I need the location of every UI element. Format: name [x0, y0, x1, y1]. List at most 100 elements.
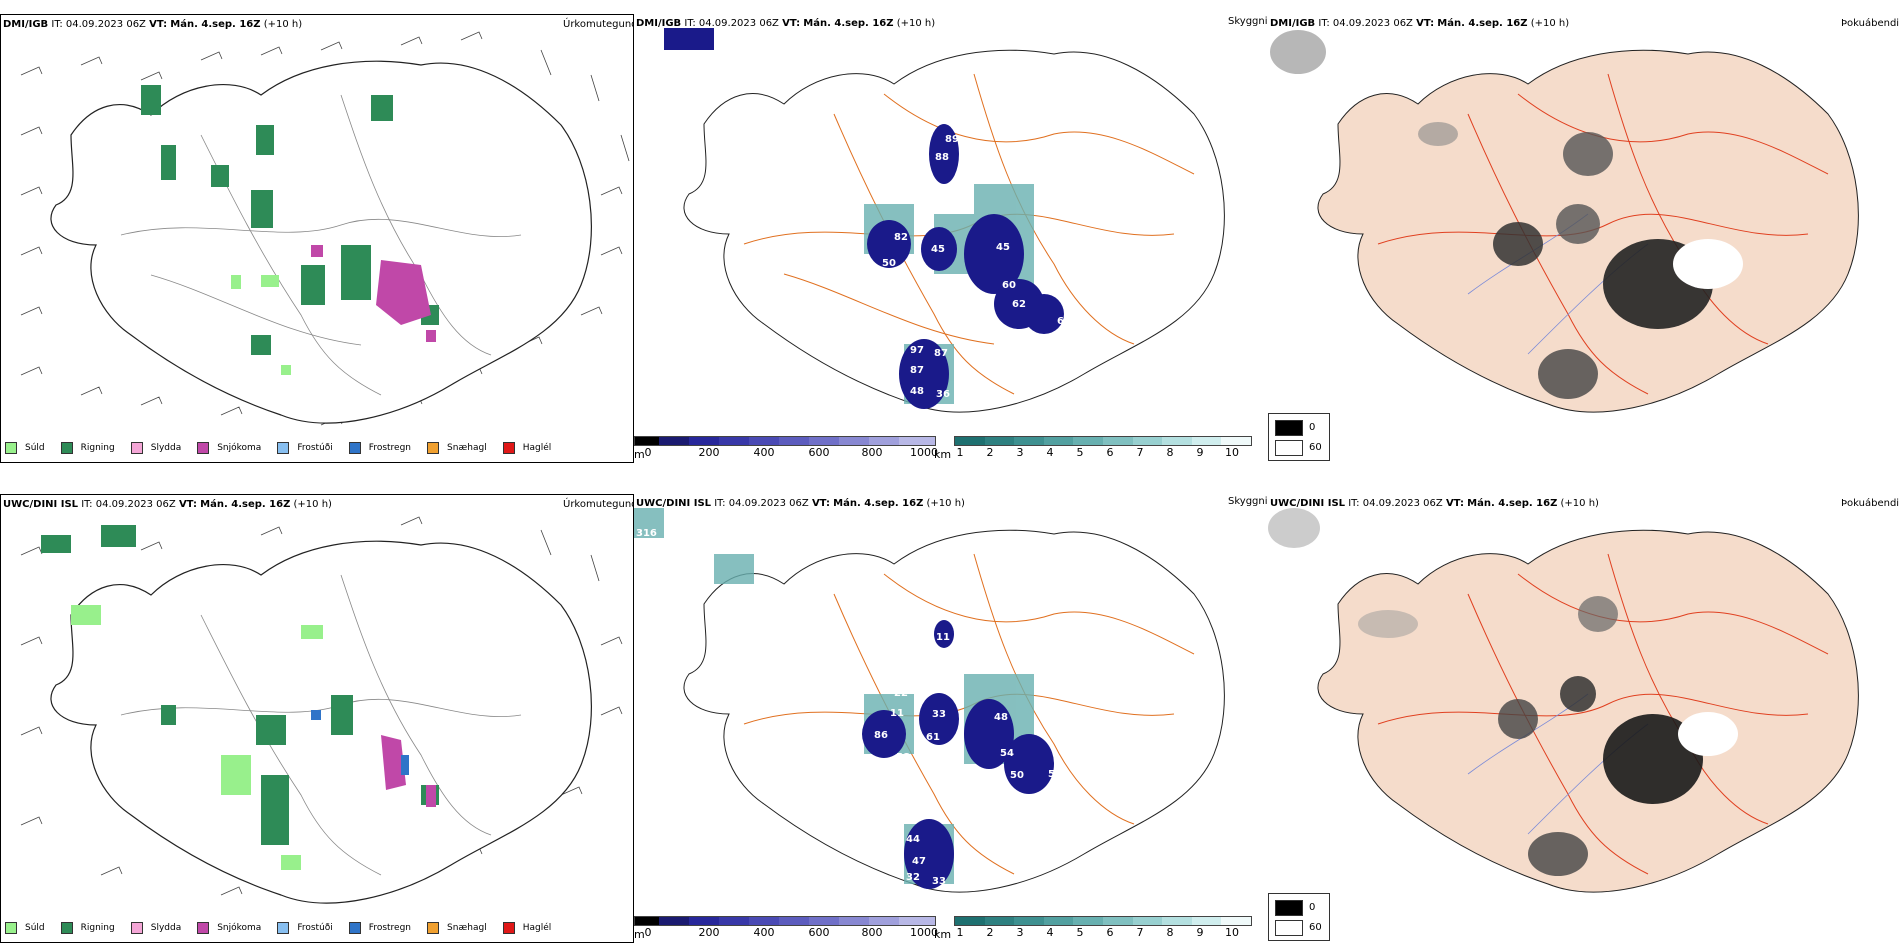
legend-item: Snæhagl — [427, 922, 487, 934]
iceland-coast — [50, 60, 593, 424]
tick-label: 0 — [644, 446, 652, 459]
cloud-label: 45 — [996, 242, 1010, 253]
unit-label: m — [634, 448, 645, 461]
cloud-label: 89 — [945, 134, 959, 145]
legend-item: Snjókoma — [197, 922, 261, 934]
panel-title: Skyggni — [1228, 496, 1268, 507]
run-header: UWC/DINI ISL IT: 04.09.2023 06Z VT: Mán.… — [3, 499, 332, 510]
visibility-map: 82 50 45 45 60 62 65 89 88 99 97 87 87 4… — [664, 28, 1225, 413]
tick-label: 0 — [644, 926, 652, 939]
tick-label: 600 — [808, 446, 830, 459]
cloudbase-scale: m 0 200 400 600 800 1000 — [634, 916, 938, 941]
cloud-label: 87 — [934, 348, 948, 359]
tick-label: 1 — [956, 446, 964, 459]
legend-item: Slydda — [130, 442, 181, 454]
cloudbase-scale: m 0 200 400 600 800 1000 — [634, 436, 938, 461]
precip-legend: Súld Rigning Slydda Snjókoma Frostúði Fr… — [5, 922, 567, 934]
snow-cells — [381, 735, 436, 807]
cloud-label: 11 — [936, 632, 950, 643]
unit-label: m — [634, 928, 645, 941]
cloud-label: 62 — [1012, 299, 1026, 310]
legend-item: Frostúði — [277, 442, 333, 454]
tick-label: 5 — [1076, 446, 1084, 459]
cloudbase-colorbar — [634, 916, 936, 926]
panel-title: Úrkomutegund — [563, 499, 634, 510]
tick-label: 800 — [861, 446, 883, 459]
snow-cells — [311, 245, 436, 342]
cloud-label: 61 — [926, 732, 940, 743]
cloud-label: 33 — [932, 709, 946, 720]
run-header: DMI/IGB IT: 04.09.2023 06Z VT: Mán. 4.se… — [636, 18, 936, 29]
unit-label: km — [934, 448, 952, 461]
roads — [743, 553, 1195, 875]
tick-label: 8 — [1166, 446, 1174, 459]
freezing-rain-cells — [311, 710, 409, 775]
cloud-label: 86 — [874, 730, 888, 741]
legend-item: Rigning — [60, 922, 115, 934]
legend-item: Snæhagl — [427, 442, 487, 454]
legend-item: Frostregn — [348, 442, 411, 454]
cloud-label: 54 — [1000, 748, 1014, 759]
cloud-label: 48 — [910, 386, 924, 397]
tick-label: 10 — [1225, 926, 1239, 939]
precip-map — [20, 31, 630, 426]
visibility-map: 316 22 11 86 61 33 48 54 50 51 45 44 47 … — [634, 508, 1225, 893]
fog-legend-label: 60 — [1309, 442, 1322, 453]
cloudbase-cells — [862, 620, 1054, 889]
tick-label: 3 — [1016, 446, 1024, 459]
tick-label: 10 — [1225, 446, 1239, 459]
fog-cells — [1358, 596, 1738, 876]
tick-label: 4 — [1046, 446, 1054, 459]
legend-item: Rigning — [60, 442, 115, 454]
visibility-panel-top: DMI/IGB IT: 04.09.2023 06Z VT: Mán. 4.se… — [634, 14, 1268, 463]
fog-legend: 0 60 — [1268, 413, 1330, 461]
tick-label: 2 — [986, 926, 994, 939]
legend-item: Slydda — [130, 922, 181, 934]
cloud-label: 87 — [910, 365, 924, 376]
precip-panel-top: DMI/IGB IT: 04.09.2023 06Z VT: Mán. 4.se… — [0, 14, 634, 463]
cloud-label: 50 — [1010, 770, 1024, 781]
tick-label: 400 — [753, 446, 775, 459]
cloud-label: 48 — [994, 712, 1008, 723]
cloudbase-cells — [664, 28, 1064, 409]
drizzle-cells — [71, 605, 323, 870]
run-header: DMI/IGB IT: 04.09.2023 06Z VT: Mán. 4.se… — [3, 19, 303, 30]
unit-label: km — [934, 928, 952, 941]
cloud-label: 82 — [894, 232, 908, 243]
cloud-label: 36 — [936, 389, 950, 400]
iceland-coast — [50, 540, 593, 904]
fog-cells — [1418, 122, 1743, 399]
legend-item: Súld — [5, 442, 45, 454]
cloud-label: 45 — [931, 244, 945, 255]
tick-label: 2 — [986, 446, 994, 459]
tick-label: 3 — [1016, 926, 1024, 939]
cloud-label: 47 — [912, 856, 926, 867]
tick-label: 7 — [1136, 446, 1144, 459]
panel-title: Þokuábendi — [1841, 498, 1900, 509]
tick-label: 200 — [698, 926, 720, 939]
cloud-label: 44 — [906, 834, 920, 845]
fog-map — [1270, 30, 1859, 413]
run-header: DMI/IGB IT: 04.09.2023 06Z VT: Mán. 4.se… — [1270, 18, 1570, 29]
legend-item: Súld — [5, 922, 45, 934]
tick-label: 800 — [861, 926, 883, 939]
legend-item: Frostregn — [348, 922, 411, 934]
cloud-label: 33 — [932, 876, 946, 887]
fog-legend: 0 60 — [1268, 893, 1330, 941]
cloud-label: 50 — [882, 258, 896, 269]
tick-label: 6 — [1106, 926, 1114, 939]
run-header: UWC/DINI ISL IT: 04.09.2023 06Z VT: Mán.… — [636, 498, 965, 509]
visibility-colorbar — [954, 916, 1252, 926]
cloud-label: 99 — [957, 182, 971, 193]
cloud-label: 316 — [636, 528, 657, 539]
cloud-label: 58 — [896, 752, 910, 763]
tick-label: 1000 — [910, 926, 938, 939]
tick-label: 8 — [1166, 926, 1174, 939]
legend-item: Haglél — [502, 442, 551, 454]
cloud-label: 32 — [906, 872, 920, 883]
fog-panel-top: DMI/IGB IT: 04.09.2023 06Z VT: Mán. 4.se… — [1268, 14, 1900, 463]
visibility-panel-bottom: UWC/DINI ISL IT: 04.09.2023 06Z VT: Mán.… — [634, 494, 1268, 943]
cloud-label: 88 — [935, 152, 949, 163]
visibility-colorbar — [954, 436, 1252, 446]
run-header: UWC/DINI ISL IT: 04.09.2023 06Z VT: Mán.… — [1270, 498, 1599, 509]
